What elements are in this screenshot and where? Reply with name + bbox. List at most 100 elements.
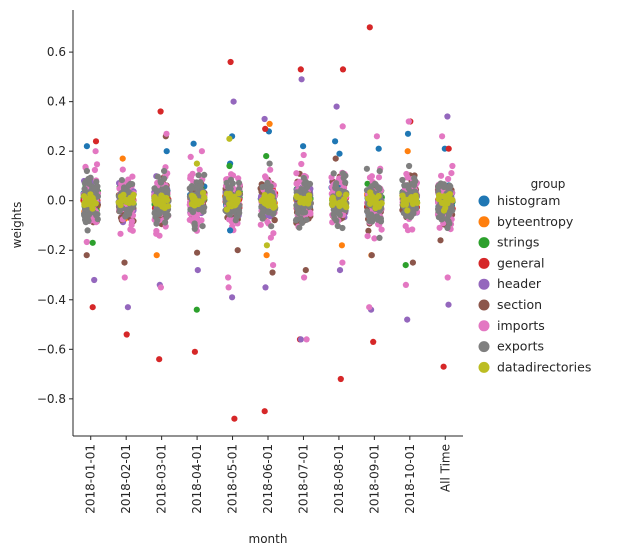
data-point-exports xyxy=(296,224,303,231)
legend-marker-exports xyxy=(478,341,490,353)
outlier-point-exports xyxy=(161,167,168,175)
data-point-exports xyxy=(121,186,128,193)
data-point-exports xyxy=(292,217,300,224)
data-point-datadirectories xyxy=(306,196,313,203)
data-point-exports xyxy=(154,217,161,224)
data-point-exports xyxy=(201,171,208,178)
outlier-point-byteentropy xyxy=(404,148,411,155)
legend-marker-byteentropy xyxy=(478,216,490,228)
outlier-point-histogram xyxy=(227,227,234,234)
data-point-exports xyxy=(448,204,455,211)
outlier-point-header xyxy=(297,336,304,343)
data-point-exports xyxy=(409,209,417,217)
outlier-point-general xyxy=(261,408,268,415)
data-point-datadirectories xyxy=(329,194,336,201)
data-point-exports xyxy=(195,172,202,179)
data-point-imports xyxy=(228,171,235,178)
data-point-exports xyxy=(342,179,349,186)
data-point-imports xyxy=(436,224,443,231)
y-tick-label: 0.6 xyxy=(47,45,66,59)
data-point-datadirectories xyxy=(235,190,242,197)
data-point-datadirectories xyxy=(193,198,200,205)
outlier-point-histogram xyxy=(332,138,339,145)
data-point-datadirectories xyxy=(190,193,197,200)
outlier-point-imports xyxy=(301,274,308,281)
legend-label-strings: strings xyxy=(497,235,539,250)
outlier-point-imports xyxy=(402,281,409,288)
data-point-exports xyxy=(339,170,347,177)
data-point-exports xyxy=(259,209,266,216)
data-point-exports xyxy=(197,182,204,189)
data-point-exports xyxy=(93,178,100,185)
data-point-datadirectories xyxy=(343,191,350,198)
data-point-imports xyxy=(300,151,307,159)
data-point-exports xyxy=(369,213,376,220)
x-tick-label: 2018-07-01 xyxy=(297,444,311,514)
data-point-datadirectories xyxy=(258,197,265,204)
data-point-datadirectories xyxy=(130,191,137,198)
data-point-datadirectories xyxy=(120,191,127,198)
outlier-point-general xyxy=(366,24,373,31)
data-point-datadirectories xyxy=(86,196,93,203)
data-point-exports xyxy=(435,206,442,213)
data-point-exports xyxy=(191,222,198,229)
outlier-point-section xyxy=(409,259,416,266)
data-point-section xyxy=(365,227,372,234)
outlier-point-imports xyxy=(225,274,232,281)
data-point-exports xyxy=(435,182,442,189)
outlier-point-byteentropy xyxy=(119,155,126,162)
outlier-point-header xyxy=(261,115,268,123)
data-point-exports xyxy=(81,180,88,187)
outlier-point-section xyxy=(437,237,444,244)
legend-marker-imports xyxy=(478,320,490,332)
x-tick-label: 2018-03-01 xyxy=(155,444,169,514)
x-tick-label: 2018-01-01 xyxy=(84,444,98,514)
x-tick-label: 2018-06-01 xyxy=(261,444,275,514)
data-point-exports xyxy=(364,208,371,215)
outlier-point-byteentropy xyxy=(263,252,270,259)
data-point-imports xyxy=(267,166,274,173)
outlier-point-general xyxy=(370,338,377,345)
data-point-datadirectories xyxy=(160,194,167,201)
outlier-point-histogram xyxy=(404,130,412,137)
data-point-exports xyxy=(164,187,171,194)
data-point-datadirectories xyxy=(400,201,407,208)
outlier-point-header xyxy=(404,316,411,323)
data-point-imports xyxy=(378,226,385,233)
data-point-imports xyxy=(187,153,194,160)
data-point-datadirectories xyxy=(364,195,372,202)
outlier-point-general xyxy=(337,375,344,383)
data-point-imports xyxy=(153,227,160,235)
outlier-point-imports xyxy=(444,274,451,281)
outlier-point-header xyxy=(230,98,237,105)
outlier-point-histogram xyxy=(336,150,343,157)
outlier-point-histogram xyxy=(83,143,90,150)
data-point-datadirectories xyxy=(201,194,208,201)
outlier-point-header xyxy=(194,267,201,274)
data-point-exports xyxy=(377,218,385,225)
outlier-point-general xyxy=(92,138,100,145)
outlier-point-general xyxy=(123,331,130,338)
data-point-datadirectories xyxy=(413,195,420,202)
data-point-datadirectories xyxy=(126,199,133,207)
data-point-imports xyxy=(449,162,456,170)
data-point-exports xyxy=(199,223,206,230)
outlier-point-general xyxy=(227,58,234,66)
x-tick-label: 2018-10-01 xyxy=(403,444,417,514)
outlier-point-exports xyxy=(266,160,273,167)
outlier-point-strings xyxy=(263,153,270,160)
legend-label-general: general xyxy=(497,255,545,270)
y-tick-label: 0.0 xyxy=(47,194,66,208)
outlier-point-exports xyxy=(84,227,91,234)
outlier-point-strings xyxy=(193,306,200,313)
outlier-point-header xyxy=(91,276,98,284)
outlier-point-histogram xyxy=(375,145,382,152)
data-point-datadirectories xyxy=(447,196,454,203)
data-point-imports xyxy=(402,223,409,230)
x-tick-label: 2018-04-01 xyxy=(190,444,204,514)
x-tick-label: 2018-05-01 xyxy=(226,444,240,514)
outlier-point-section xyxy=(234,247,241,254)
data-point-imports xyxy=(117,230,124,237)
x-tick-label: 2018-08-01 xyxy=(332,444,346,514)
